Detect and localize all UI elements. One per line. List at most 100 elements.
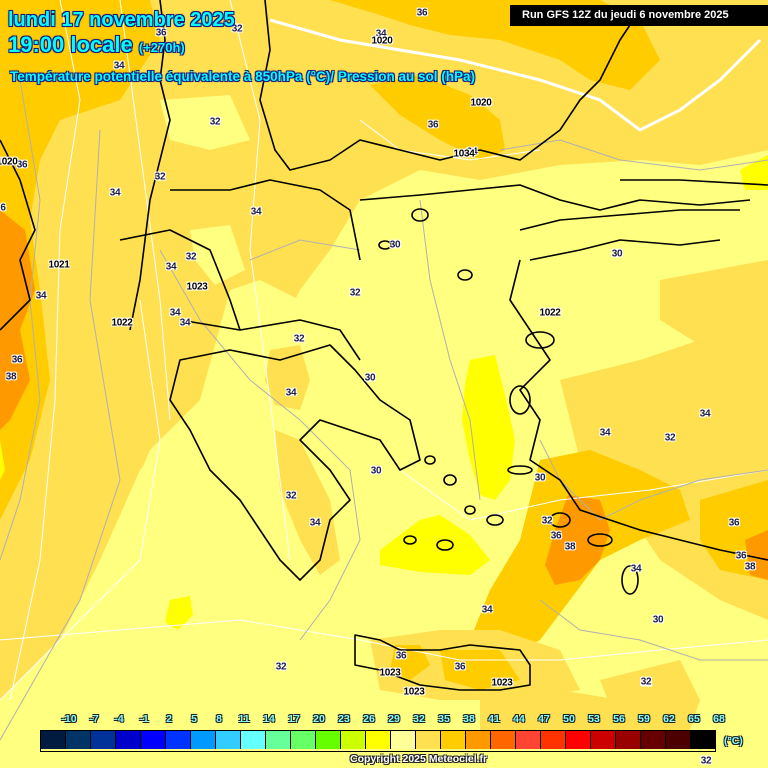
- legend-swatch: [416, 731, 441, 749]
- legend-tick: 47: [538, 713, 550, 725]
- theta-e-label: 32: [275, 661, 287, 673]
- legend-tick: 29: [388, 713, 400, 725]
- theta-e-label: 38: [5, 371, 17, 383]
- legend-tick: 44: [513, 713, 525, 725]
- theta-e-label: 32: [231, 23, 243, 35]
- legend-tick: 8: [216, 713, 222, 725]
- run-info: Run GFS 12Z du jeudi 6 novembre 2025: [510, 5, 768, 26]
- legend-tick: 38: [463, 713, 475, 725]
- theta-e-label: 34: [599, 427, 611, 439]
- legend-tick: 2: [166, 713, 172, 725]
- lead-time: (+270h): [138, 40, 185, 55]
- theta-e-label: 32: [285, 490, 297, 502]
- legend-swatch: [516, 731, 541, 749]
- legend-swatch: [216, 731, 241, 749]
- isobar-label: 1023: [403, 686, 425, 698]
- isobar-label: 1022: [539, 307, 561, 319]
- isobar-label: 1023: [186, 281, 208, 293]
- legend-swatch: [616, 731, 641, 749]
- theta-e-label: 34: [109, 187, 121, 199]
- isobar-label: 1020: [371, 35, 393, 47]
- field-title: Température potentielle équivalente à 85…: [10, 69, 476, 84]
- legend-swatch: [291, 731, 316, 749]
- legend-swatch: [166, 731, 191, 749]
- theta-e-label: 32: [700, 755, 712, 767]
- legend-tick: -7: [89, 713, 99, 725]
- legend-swatch: [466, 731, 491, 749]
- theta-e-label: 30: [389, 239, 401, 251]
- legend-tick: 32: [413, 713, 425, 725]
- theta-e-label: 32: [640, 676, 652, 688]
- legend-tick: 50: [563, 713, 575, 725]
- legend-swatch: [316, 731, 341, 749]
- forecast-date: lundi 17 novembre 2025: [8, 9, 235, 31]
- legend-tick: 56: [613, 713, 625, 725]
- theta-e-label: 32: [209, 116, 221, 128]
- legend-tick: 11: [238, 713, 250, 725]
- theta-e-label: 32: [664, 432, 676, 444]
- theta-e-label: 34: [481, 604, 493, 616]
- theta-e-label: 34: [375, 28, 387, 40]
- forecast-time: 19:00 locale (+270h): [8, 32, 185, 58]
- theta-e-label: 38: [744, 561, 756, 573]
- legend-tick: 68: [713, 713, 725, 725]
- theta-e-label: 32: [541, 515, 553, 527]
- legend-swatch: [191, 731, 216, 749]
- legend-tick: -1: [139, 713, 149, 725]
- theta-e-label: 34: [630, 563, 642, 575]
- theta-e-label: 36: [735, 550, 747, 562]
- legend-tick: 26: [363, 713, 375, 725]
- legend-swatch: [541, 731, 566, 749]
- forecast-local-time: 19:00 locale: [8, 32, 133, 57]
- theta-e-label: 32: [293, 333, 305, 345]
- legend-swatch: [366, 731, 391, 749]
- theta-e-label: 34: [309, 517, 321, 529]
- legend-unit: (°C): [724, 735, 743, 747]
- legend-tick: 35: [438, 713, 450, 725]
- theta-e-label: 34: [165, 261, 177, 273]
- legend-tick: 5: [191, 713, 197, 725]
- theta-e-label: 32: [154, 171, 166, 183]
- legend-tick: 59: [638, 713, 650, 725]
- legend-tick: 23: [338, 713, 350, 725]
- legend-swatch: [391, 731, 416, 749]
- legend-swatch: [91, 731, 116, 749]
- theta-e-label: 32: [185, 251, 197, 263]
- isobar-label: 1020: [0, 156, 18, 168]
- legend-tick: 14: [263, 713, 275, 725]
- theta-e-label: 36: [11, 354, 23, 366]
- legend-tick: 41: [488, 713, 500, 725]
- legend-swatch: [241, 731, 266, 749]
- theta-e-label: 38: [564, 541, 576, 553]
- color-legend: [40, 730, 716, 752]
- theta-e-label: 36: [16, 159, 28, 171]
- theta-e-label: 32: [640, 677, 652, 689]
- legend-swatch: [491, 731, 516, 749]
- theta-e-label: 34: [169, 307, 181, 319]
- legend-swatch: [566, 731, 591, 749]
- theta-e-label: 34: [35, 290, 47, 302]
- theta-e-label: 34: [113, 60, 125, 72]
- legend-swatch: [41, 731, 66, 749]
- theta-e-label: 36: [155, 27, 167, 39]
- legend-tick: -10: [61, 713, 77, 725]
- legend-tick: 53: [588, 713, 600, 725]
- legend-swatch: [341, 731, 366, 749]
- legend-tick: 65: [688, 713, 700, 725]
- theta-e-label: 30: [611, 248, 623, 260]
- theta-e-label: 36: [427, 119, 439, 131]
- legend-swatch: [141, 731, 166, 749]
- legend-tick: 17: [288, 713, 300, 725]
- theta-e-label: 36: [550, 530, 562, 542]
- theta-e-label: 34: [699, 408, 711, 420]
- theta-e-label: 30: [364, 372, 376, 384]
- theta-e-label: 30: [652, 614, 664, 626]
- theta-e-label: 30: [534, 472, 546, 484]
- theta-e-label: 36: [395, 650, 407, 662]
- copyright: Copyright 2025 Meteociel.fr: [350, 753, 488, 765]
- isobar-label: 1022: [111, 317, 133, 329]
- isobar-label: 1021: [48, 259, 70, 271]
- legend-swatch: [441, 731, 466, 749]
